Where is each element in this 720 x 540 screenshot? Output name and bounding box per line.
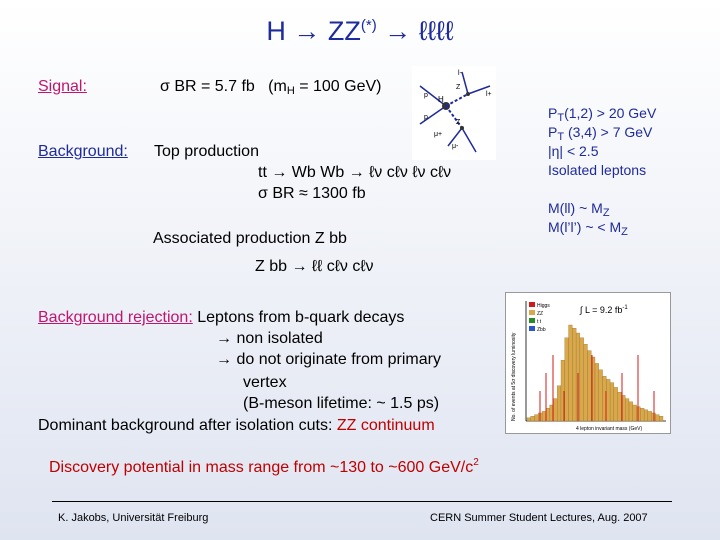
cut-mll2: M(l’l’) ~ < MZ — [548, 219, 628, 239]
histogram-bar — [557, 385, 562, 422]
histogram-bar — [655, 414, 660, 422]
legend-item: t t — [537, 319, 542, 325]
histogram-bars — [526, 324, 664, 422]
feyn-label: μ- — [452, 143, 459, 150]
histogram-bar — [609, 382, 615, 422]
histogram-bar — [598, 369, 603, 422]
plot-luminosity: ∫ L = 9.2 fb-1 — [579, 305, 628, 315]
plot-xlabel: 4 lepton invariant mass (GeV) — [576, 426, 642, 432]
feyn-label: l+ — [486, 91, 492, 98]
cut-pt34: PT (3,4) > 7 GeV — [548, 124, 653, 144]
histogram-bar — [572, 328, 577, 422]
mass-distribution-plot: Higgs ZZ t t Zbb ∫ L = 9.2 fb-1 4 lepton… — [505, 292, 671, 434]
signal-br: σ BR = 5.7 fb (mH = 100 GeV) — [160, 78, 382, 97]
legend-swatch — [529, 302, 535, 307]
feyn-label: p — [424, 92, 428, 99]
cut-pt12: PT(1,2) > 20 GeV — [548, 105, 657, 125]
cut-eta: |η| < 2.5 — [548, 143, 599, 159]
histogram-bar — [568, 324, 573, 422]
top-production-title: Top production — [154, 143, 259, 160]
rejection-line-2: → non isolated — [216, 330, 323, 347]
feyn-label: μ+ — [434, 131, 442, 138]
histogram-bar — [534, 414, 539, 422]
legend-item: Zbb — [537, 327, 546, 333]
feyn-label: H — [438, 95, 444, 104]
footer-author: K. Jakobs, Universität Freiburg — [58, 512, 209, 524]
rejection-line-3: → do not originate from primary — [216, 351, 441, 368]
slide-title: H → ZZ(*) → ℓℓℓℓ — [266, 16, 454, 46]
histogram-bar — [632, 404, 637, 422]
histogram-bar — [613, 387, 618, 422]
feyn-label: p — [424, 114, 428, 121]
rejection-line-5: (B-meson lifetime: ~ 1.5 ps) — [243, 395, 440, 412]
histogram-bar — [541, 411, 547, 422]
plot-ylabel: No. of events at 5σ discovery luminosity — [511, 332, 517, 421]
feyn-label: Z — [456, 84, 461, 91]
top-decay: tt → Wb Wb → ℓν cℓν ℓν cℓν — [258, 164, 452, 181]
histogram-bar — [643, 409, 649, 422]
legend-swatch — [529, 310, 535, 315]
signal-label: Signal: — [38, 78, 87, 95]
dominant-background: Dominant background after isolation cuts… — [38, 417, 435, 434]
histogram-bar — [640, 408, 645, 422]
rejection-line-1: Background rejection: Leptons from b-qua… — [38, 309, 405, 326]
histogram-bar — [583, 344, 588, 422]
histogram-bar — [628, 401, 633, 422]
histogram-bar — [579, 337, 584, 422]
histogram-bar — [526, 417, 531, 422]
histogram-bar — [659, 416, 664, 422]
histogram-bar — [625, 398, 630, 422]
background-label: Background: — [38, 143, 128, 160]
legend-swatch — [529, 326, 535, 331]
assoc-title: Associated production Z bb — [153, 230, 347, 247]
assoc-decay: Z bb → ℓℓ cℓν cℓν — [255, 258, 374, 275]
legend-swatch — [529, 318, 535, 323]
legend-item: ZZ — [537, 311, 543, 317]
histogram-bar — [553, 398, 558, 422]
footer-divider — [52, 501, 672, 502]
histogram-bar — [587, 350, 592, 422]
histogram-bar — [617, 392, 622, 422]
cut-mll: M(ll) ~ MZ — [548, 200, 610, 220]
histogram-bar — [564, 337, 569, 422]
legend-item: Higgs — [537, 303, 550, 309]
feynman-diagram: l- l+ Z H p p Z μ+ μ- — [412, 66, 496, 160]
rejection-line-4: vertex — [243, 374, 287, 391]
histogram-bar — [606, 379, 611, 422]
feyn-label: l- — [458, 70, 463, 77]
higgs-peaks — [539, 355, 655, 421]
top-br: σ BR ≈ 1300 fb — [258, 185, 366, 202]
histogram-bar — [647, 411, 652, 422]
cut-isolated: Isolated leptons — [548, 162, 647, 178]
histogram-bar — [594, 363, 599, 422]
discovery-potential: Discovery potential in mass range from ~… — [49, 457, 479, 476]
histogram-bar — [530, 416, 535, 422]
feyn-label: Z — [456, 119, 461, 126]
footer-event: CERN Summer Student Lectures, Aug. 2007 — [430, 512, 648, 524]
